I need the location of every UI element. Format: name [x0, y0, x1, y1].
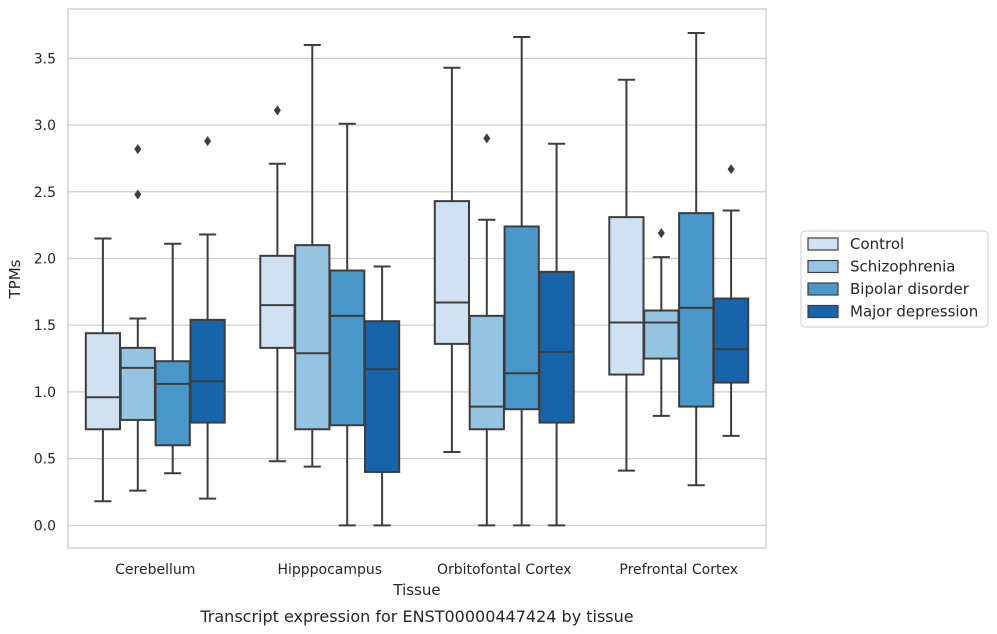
legend-label: Major depression — [850, 303, 978, 321]
box-iqr — [468, 314, 505, 431]
legend: Control Schizophrenia Bipolar disorder Majo… — [800, 230, 989, 328]
outlier-point — [134, 189, 142, 200]
y-tick-label: 0.5 — [34, 452, 56, 468]
legend-label: Schizophrenia — [850, 258, 955, 276]
box-control-0 — [84, 237, 122, 503]
legend-label: Control — [850, 235, 904, 253]
y-tick-label: 0.0 — [34, 518, 56, 534]
x-axis-ticks: Cerebellum Hipppocampus Orbitofontal Corte… — [115, 562, 738, 578]
x-axis-label: Tissue — [392, 581, 440, 599]
box-iqr — [84, 332, 122, 431]
box-major-depression-2 — [538, 142, 575, 527]
plot-area-frame — [67, 8, 767, 549]
box-iqr — [608, 216, 645, 376]
x-tick-label: Hipppocampus — [277, 562, 382, 578]
outlier-point — [134, 144, 142, 155]
y-tick-label: 1.5 — [34, 318, 56, 334]
legend-frame — [800, 230, 989, 328]
box-iqr — [294, 244, 331, 431]
box-bipolar-disorder-2 — [503, 36, 540, 527]
y-tick-label: 2.0 — [34, 251, 56, 267]
box-iqr — [119, 346, 156, 421]
box-iqr — [154, 360, 191, 447]
box-iqr — [678, 212, 715, 408]
outlier-point — [657, 228, 665, 239]
y-tick-label: 3.5 — [34, 51, 56, 67]
outlier-point — [273, 105, 281, 116]
y-axis-label: TPMs — [6, 259, 24, 299]
y-axis-ticks: 0.0 0.5 1.0 1.5 2.0 2.5 3.0 3.5 — [34, 51, 56, 534]
box-plot-boxes — [84, 32, 750, 527]
y-tick-label: 2.5 — [34, 185, 56, 201]
chart-caption: Transcript expression for ENST0000044742… — [199, 607, 633, 626]
box-schizophrenia-3 — [643, 228, 680, 417]
box-schizophrenia-0 — [119, 144, 156, 492]
box-iqr — [538, 270, 575, 424]
box-iqr — [189, 318, 226, 424]
box-control-1 — [259, 105, 296, 463]
box-schizophrenia-2 — [468, 133, 505, 527]
box-iqr — [259, 254, 296, 349]
box-major-depression-0 — [189, 136, 226, 500]
outlier-point — [204, 136, 212, 147]
legend-swatch — [807, 304, 839, 319]
outlier-point — [727, 164, 735, 175]
x-tick-label: Orbitofontal Cortex — [437, 562, 572, 578]
box-schizophrenia-1 — [294, 44, 331, 468]
legend-swatch — [807, 282, 839, 296]
box-iqr — [643, 309, 680, 360]
box-iqr — [363, 320, 401, 473]
box-iqr — [503, 225, 540, 411]
box-control-3 — [608, 78, 645, 472]
box-iqr — [433, 200, 471, 345]
box-major-depression-1 — [363, 265, 401, 527]
box-iqr — [329, 269, 366, 427]
legend-swatch — [807, 259, 839, 274]
box-bipolar-disorder-0 — [154, 242, 191, 475]
box-major-depression-3 — [712, 164, 750, 437]
x-tick-label: Prefrontal Cortex — [619, 562, 738, 578]
box-control-2 — [433, 66, 471, 453]
y-tick-label: 1.0 — [34, 385, 56, 401]
box-bipolar-disorder-3 — [678, 32, 715, 487]
y-tick-label: 3.0 — [34, 118, 56, 134]
outlier-point — [483, 133, 491, 144]
box-iqr — [712, 297, 750, 384]
legend-swatch — [807, 237, 839, 251]
legend-label: Bipolar disorder — [850, 280, 970, 298]
box-bipolar-disorder-1 — [329, 122, 366, 527]
x-tick-label: Cerebellum — [115, 562, 195, 578]
